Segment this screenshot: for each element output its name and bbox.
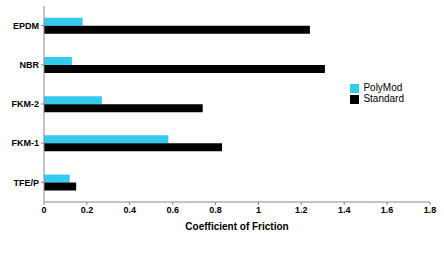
html-text:Standard: Standard [363,93,404,104]
svg-text:1: 1 [256,205,261,215]
svg-text:FKM-2: FKM-2 [12,99,40,109]
svg-text:0.4: 0.4 [124,205,137,215]
svg-text:0: 0 [41,205,46,215]
svg-text:0.8: 0.8 [209,205,222,215]
svg-text:1.8: 1.8 [424,205,436,215]
svg-text:0.6: 0.6 [166,205,179,215]
svg-text:0.2: 0.2 [81,205,94,215]
html-text:PolyMod: PolyMod [363,82,403,93]
svg-text:1.6: 1.6 [381,205,394,215]
svg-text:1.2: 1.2 [295,205,308,215]
svg-text:FKM-1: FKM-1 [12,138,40,148]
svg-text:NBR: NBR [20,60,40,70]
svg-text:TFE/P: TFE/P [13,178,39,188]
svg-text:Coefficient of Friction: Coefficient of Friction [185,221,288,232]
svg-text:EPDM: EPDM [13,21,39,31]
svg-text:1.4: 1.4 [338,205,351,215]
